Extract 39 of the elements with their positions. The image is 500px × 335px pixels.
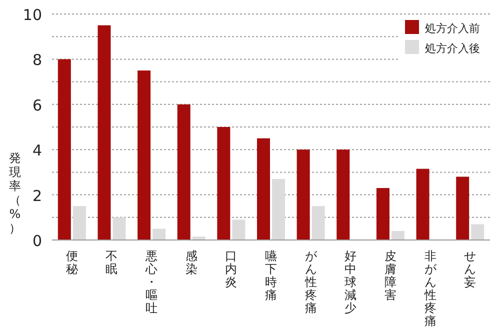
bar: [58, 59, 71, 240]
bar: [138, 70, 151, 240]
bar: [456, 176, 470, 240]
x-tick-label: がん性疼痛: [304, 249, 318, 315]
bar: [312, 206, 325, 240]
x-tick-label: 口内炎: [225, 249, 238, 289]
bar: [296, 150, 310, 240]
bar: [177, 104, 190, 240]
y-tick-label: 6: [32, 96, 42, 114]
x-tick-label: 便秘: [66, 249, 78, 276]
bar: [391, 230, 404, 240]
bar: [416, 168, 430, 240]
y-tick-label: 0: [32, 232, 42, 250]
y-tick-label: 4: [32, 142, 42, 160]
x-tick-label: 悪心・嘔吐: [144, 249, 158, 315]
bar: [232, 220, 246, 240]
bar: [257, 138, 270, 240]
x-tick-label: 嚥下時痛: [265, 249, 277, 302]
x-tick-label: 好中球減少: [344, 249, 357, 315]
y-tick-label: 10: [22, 6, 42, 24]
x-tick-label: 皮膚障害: [384, 249, 396, 302]
x-tick-label: せん妄: [464, 249, 476, 289]
x-tick-label: 非がん性疼痛: [423, 249, 438, 328]
y-tick-label: 8: [32, 51, 42, 70]
bar: [72, 206, 86, 240]
bar: [98, 25, 111, 240]
bar: [112, 217, 126, 240]
legend-label: 処方介入前: [425, 22, 480, 35]
x-tick-label: 不眠: [106, 249, 118, 276]
bar: [471, 224, 484, 240]
bar: [152, 228, 166, 240]
bar: [272, 178, 285, 240]
bar: [336, 150, 350, 240]
y-tick-label: 2: [32, 186, 42, 205]
x-tick-label: 感染: [185, 249, 198, 276]
bar: [217, 127, 230, 240]
bar: [376, 188, 390, 240]
legend-label: 処方介入後: [425, 42, 480, 55]
y-axis-title: 発現率（%）: [9, 151, 21, 235]
